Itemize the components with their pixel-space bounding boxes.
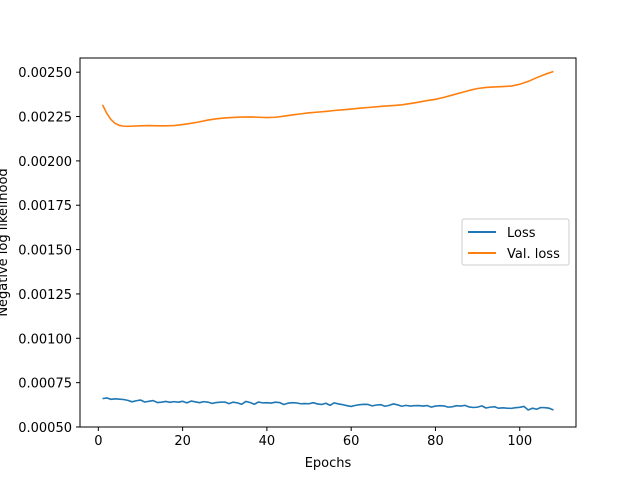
x-tick-label: 100	[507, 434, 532, 449]
legend: Loss Val. loss	[461, 218, 570, 266]
y-tick-label: 0.00050	[18, 421, 72, 436]
y-tick-label: 0.00200	[18, 155, 72, 170]
y-axis-label: Negative log likelihood	[0, 168, 11, 316]
x-tick-label: 0	[94, 434, 102, 449]
y-tick-label: 0.00100	[18, 332, 72, 347]
x-tick-label: 80	[427, 434, 444, 449]
y-axis-ticks: 0.00050 0.00075 0.00100 0.00125 0.00150 0.001…	[18, 66, 80, 436]
x-tick-label: 60	[343, 434, 360, 449]
y-tick-label: 0.00225	[18, 111, 72, 126]
x-axis-ticks: 0 20 40 60 80 100	[94, 427, 532, 449]
y-tick-label: 0.00125	[18, 288, 72, 303]
y-tick-label: 0.00075	[18, 377, 72, 392]
series-line-loss	[102, 397, 554, 411]
legend-label-val-loss: Val. loss	[507, 247, 560, 262]
x-tick-label: 40	[259, 434, 276, 449]
legend-label-loss: Loss	[507, 226, 536, 241]
y-tick-label: 0.00250	[18, 66, 72, 81]
y-tick-label: 0.00150	[18, 244, 72, 259]
plot-area-frame	[79, 57, 577, 428]
x-axis-label: Epochs	[305, 456, 352, 471]
y-tick-label: 0.00175	[18, 199, 72, 214]
series-line-val-loss	[101, 70, 554, 128]
x-tick-label: 20	[174, 434, 191, 449]
series-layer	[101, 70, 554, 411]
